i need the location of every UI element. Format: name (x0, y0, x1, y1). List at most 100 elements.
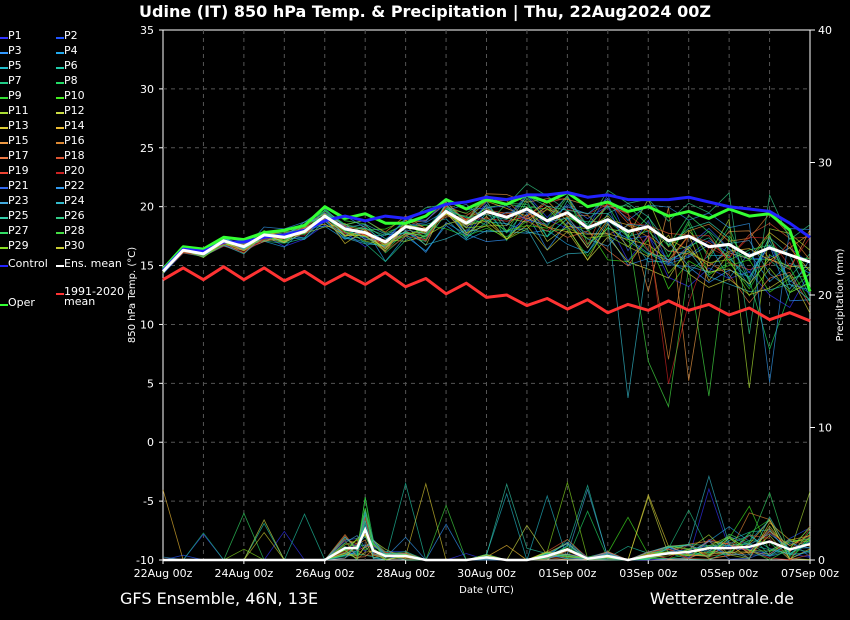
legend-label: P22 (64, 179, 85, 192)
legend-swatch (56, 82, 64, 84)
series-line-1991-2020-mean (162, 265, 811, 323)
legend-label: P2 (64, 29, 78, 42)
y-tick-label: 30 (140, 83, 154, 96)
x-axis-title: Date (UTC) (459, 585, 514, 596)
y2-tick-label: 10 (818, 422, 832, 435)
legend-swatch (0, 112, 8, 114)
legend-swatch (0, 97, 8, 99)
legend-swatch (0, 157, 8, 159)
legend-label: P27 (8, 224, 29, 237)
legend-swatch (0, 232, 8, 234)
precip-mean-line (163, 526, 811, 562)
legend-label: P4 (64, 44, 78, 57)
y2-tick-label: 30 (818, 157, 832, 170)
y-tick-label: 25 (140, 142, 154, 155)
legend-label: P24 (64, 194, 85, 207)
y2-tick-label: 20 (818, 289, 832, 302)
member-precip-line (163, 487, 811, 561)
legend-label: P1 (8, 29, 22, 42)
legend-swatch (56, 127, 64, 129)
member-line (162, 195, 811, 290)
legend-swatch (0, 247, 8, 249)
legend-swatch (56, 247, 64, 249)
legend-label: P13 (8, 119, 29, 132)
footer-site: Wetterzentrale.de (649, 589, 794, 608)
x-tick-label: 30Aug 00z (457, 567, 516, 580)
y-tick-label: 5 (147, 377, 154, 390)
x-tick-label: 26Aug 00z (295, 567, 354, 580)
legend-label: P7 (8, 74, 22, 87)
legend-swatch (56, 293, 64, 295)
legend-swatch (56, 217, 64, 219)
legend-swatch (0, 304, 8, 306)
legend-label: Oper (8, 296, 35, 309)
legend-swatch (56, 232, 64, 234)
legend-swatch (56, 172, 64, 174)
y-axis-title: 850 hPa Temp. (°C) (127, 247, 138, 343)
legend-swatch (56, 67, 64, 69)
legend-label: 1991-2020 mean (64, 285, 124, 308)
y-tick-label: 0 (147, 436, 154, 449)
legend-label: P29 (8, 239, 29, 252)
footer-source: GFS Ensemble, 46N, 13E (120, 589, 319, 608)
legend-label: P10 (64, 89, 85, 102)
x-tick-label: 03Sep 00z (619, 567, 677, 580)
y2-tick-label: 0 (818, 554, 825, 567)
legend-swatch (56, 187, 64, 189)
legend-label: P23 (8, 194, 29, 207)
y-tick-label: 20 (140, 201, 154, 214)
x-tick-label: 24Aug 00z (215, 567, 274, 580)
legend-label: P18 (64, 149, 85, 162)
legend-swatch (56, 142, 64, 144)
chart-title: Udine (IT) 850 hPa Temp. & Precipitation… (139, 2, 711, 21)
legend-label: Control (8, 257, 48, 270)
member-line (162, 224, 811, 283)
legend-swatch (56, 112, 64, 114)
legend-swatch (0, 142, 8, 144)
x-tick-label: 07Sep 00z (781, 567, 839, 580)
legend-label: P28 (64, 224, 85, 237)
legend-swatch (0, 127, 8, 129)
series-line-ens-mean (161, 207, 811, 273)
legend-label: Ens. mean (64, 257, 122, 270)
y-tick-label: -5 (143, 495, 154, 508)
series-line-oper (161, 191, 812, 292)
y-tick-label: 35 (140, 24, 154, 37)
legend-label: P25 (8, 209, 29, 222)
legend-swatch (0, 202, 8, 204)
y2-tick-label: 40 (818, 24, 832, 37)
legend-swatch (0, 265, 8, 267)
legend-label: P6 (64, 59, 78, 72)
member-line (162, 193, 811, 381)
legend-label: P9 (8, 89, 22, 102)
legend-label: P3 (8, 44, 22, 57)
legend-swatch (56, 202, 64, 204)
legend-label: P8 (64, 74, 78, 87)
y2-axis-title: Precipitation (mm) (835, 248, 846, 341)
legend-swatch (0, 187, 8, 189)
legend-label: P11 (8, 104, 29, 117)
legend-label: P20 (64, 164, 85, 177)
legend-label: P5 (8, 59, 22, 72)
legend-swatch (56, 97, 64, 99)
x-tick-label: 22Aug 00z (134, 567, 193, 580)
legend-swatch (0, 67, 8, 69)
legend-label: P12 (64, 104, 85, 117)
legend-label: P14 (64, 119, 85, 132)
legend-swatch (0, 217, 8, 219)
legend-label: P19 (8, 164, 29, 177)
x-tick-label: 05Sep 00z (700, 567, 758, 580)
y-tick-label: 10 (140, 318, 154, 331)
legend-label: P21 (8, 179, 29, 192)
legend-swatch (56, 37, 64, 39)
legend-swatch (56, 157, 64, 159)
legend-swatch (0, 37, 8, 39)
x-tick-label: 01Sep 00z (538, 567, 596, 580)
legend-swatch (0, 172, 8, 174)
legend-label: P16 (64, 134, 85, 147)
legend-swatch (0, 52, 8, 54)
y-tick-label: -10 (136, 554, 154, 567)
y-tick-label: 15 (140, 260, 154, 273)
legend-label: P26 (64, 209, 85, 222)
